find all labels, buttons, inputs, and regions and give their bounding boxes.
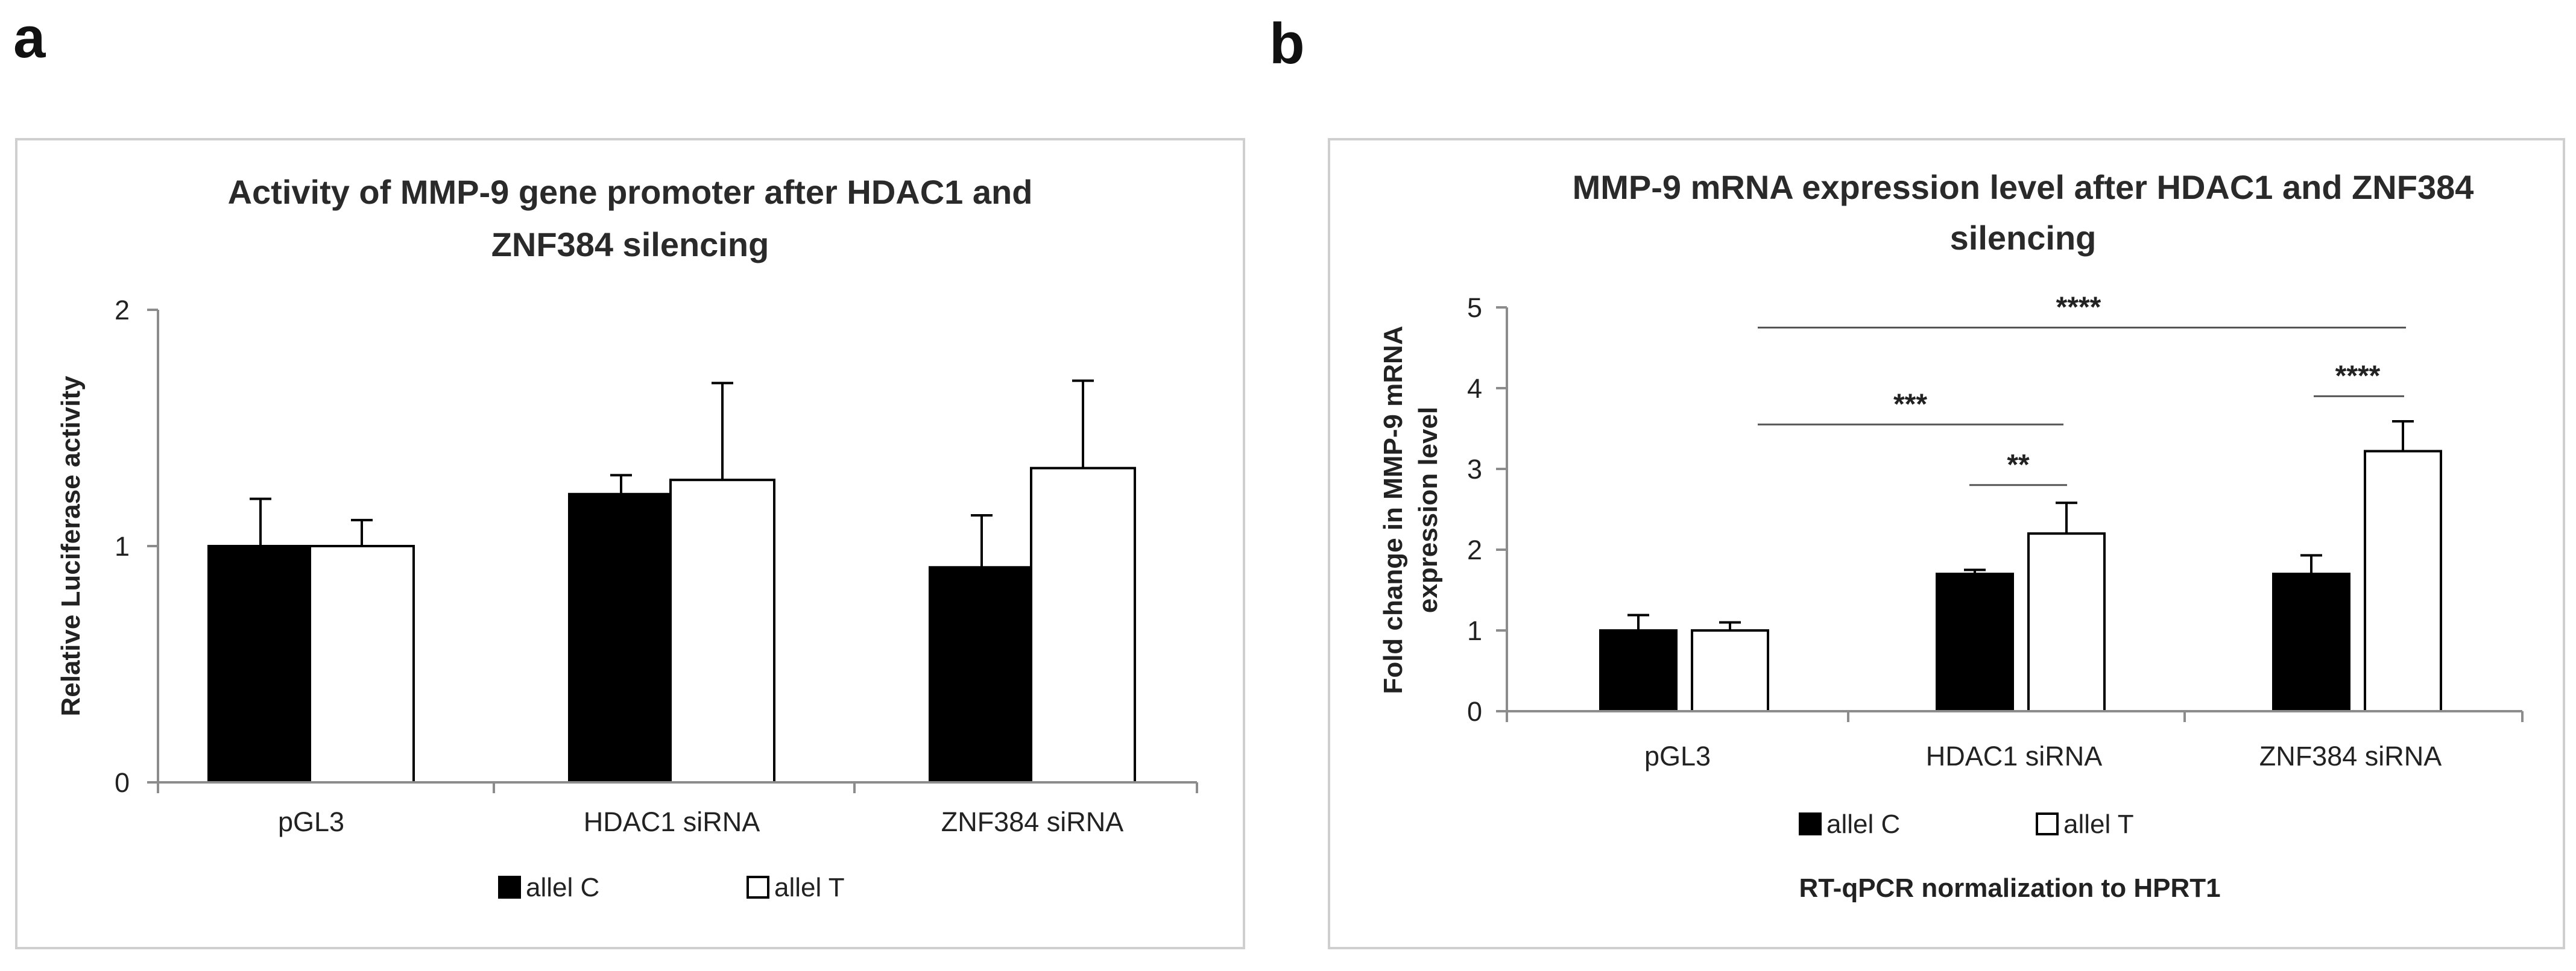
chart-a-bar-allel-c (207, 545, 314, 784)
chart-a-bar-allel-t (309, 545, 415, 784)
chart-b-legend-label: allel T (2063, 809, 2134, 839)
chart-b-category-label: ZNF384 siRNA (2259, 741, 2442, 771)
chart-b-bar-allel-c (1599, 629, 1678, 712)
chart-b-y-axis-label-line: expression level (1413, 407, 1443, 613)
chart-b-y-tick-label: 2 (1467, 535, 1482, 565)
chart-a-bar-allel-c (568, 492, 674, 784)
chart-a-title-line: Activity of MMP-9 gene promoter after HD… (228, 173, 1033, 211)
chart-a-y-axis-label: Relative Luciferase activity (56, 376, 86, 716)
chart-b-x-axis-label: RT-qPCR normalization to HPRT1 (1799, 873, 2220, 903)
chart-b-significance-label: *** (1893, 388, 1927, 420)
chart-b-bar-allel-t (1691, 629, 1769, 712)
chart-a-y-tick-label: 1 (115, 531, 130, 562)
chart-b-bar-allel-t (2027, 532, 2106, 712)
chart-a-bar-allel-c (929, 566, 1035, 784)
chart-a-legend-label: allel C (526, 873, 599, 902)
chart-b-y-tick-label: 4 (1467, 373, 1482, 404)
chart-b-significance-label: ** (2007, 449, 2030, 481)
chart-b-category-label: HDAC1 siRNA (1926, 741, 2103, 771)
chart-b-frame (1328, 138, 2565, 949)
chart-b-category-label: pGL3 (1644, 741, 1711, 771)
chart-a-category-label: HDAC1 siRNA (584, 806, 760, 837)
chart-b-y-tick-label: 3 (1467, 454, 1482, 485)
chart-a-bar-allel-t (669, 479, 775, 784)
chart-a-category-label: pGL3 (278, 806, 344, 837)
chart-b-legend-swatch (1799, 812, 1822, 835)
chart-b-y-axis-label-line: Fold change in MMP-9 mRNA (1378, 325, 1408, 694)
chart-b-significance-label: **** (2056, 292, 2101, 324)
chart-b-legend-label: allel C (1826, 809, 1900, 839)
chart-b-title-line: MMP-9 mRNA expression level after HDAC1 … (1573, 168, 2474, 206)
chart-a-legend-swatch (498, 876, 521, 899)
chart-b-title-line: silencing (1950, 219, 2097, 257)
panel-label-b: b (1269, 11, 1305, 76)
chart-a-category-label: ZNF384 siRNA (941, 806, 1124, 837)
chart-b-bar-allel-c (1936, 573, 2014, 713)
chart-a-legend-swatch (747, 876, 769, 899)
chart-b-bar-allel-c (2272, 573, 2350, 713)
chart-a-y-tick-label: 0 (115, 767, 130, 798)
chart-b-y-tick-label: 5 (1467, 292, 1482, 323)
chart-b-y-tick-label: 1 (1467, 615, 1482, 646)
chart-b-significance-label: **** (2335, 360, 2381, 392)
chart-a-y-tick-label: 2 (115, 295, 130, 325)
chart-a-legend-label: allel T (774, 873, 845, 902)
panel-label-a: a (13, 5, 46, 70)
chart-b-y-tick-label: 0 (1467, 696, 1482, 727)
chart-a-bar-allel-t (1030, 467, 1136, 784)
chart-b-legend-swatch (2036, 812, 2059, 835)
chart-b-bar-allel-t (2364, 450, 2442, 713)
chart-a-title-line: ZNF384 silencing (491, 225, 769, 263)
